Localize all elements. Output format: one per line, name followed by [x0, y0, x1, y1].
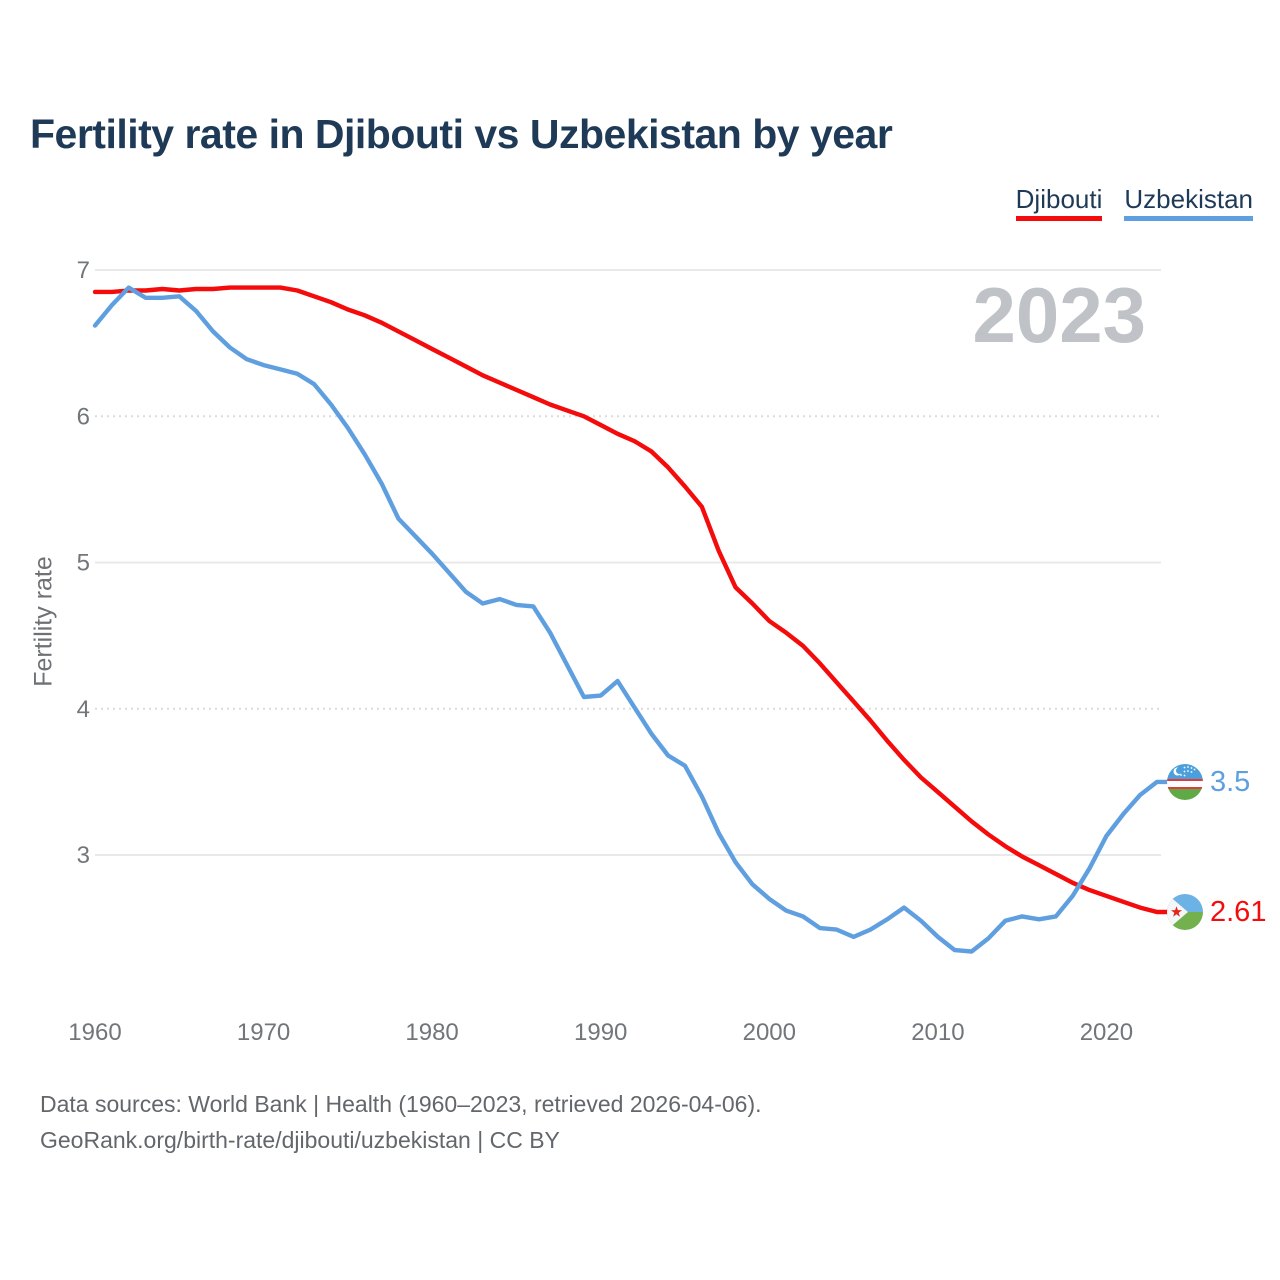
- page-title: Fertility rate in Djibouti vs Uzbekistan…: [30, 111, 893, 157]
- x-tick-label: 1980: [405, 1019, 458, 1046]
- x-tick-label: 2020: [1080, 1019, 1133, 1046]
- series-line-uzbekistan: [92, 285, 1174, 954]
- uzbekistan-end-label: 3.5: [1167, 764, 1250, 800]
- x-tick-label: 1990: [574, 1019, 627, 1046]
- legend-item-uzbekistan[interactable]: Uzbekistan: [1124, 185, 1253, 222]
- legend-item-djibouti[interactable]: Djibouti: [1015, 185, 1103, 222]
- x-tick-label: 2010: [911, 1019, 964, 1046]
- x-tick-label: 1960: [68, 1019, 121, 1046]
- legend: Djibouti Uzbekistan: [1015, 185, 1253, 222]
- y-tick-label: 3: [77, 842, 90, 869]
- djibouti-flag-icon: [1167, 894, 1203, 930]
- uzbekistan-flag-icon: [1167, 764, 1203, 800]
- source-note: Data sources: World Bank | Health (1960–…: [40, 1086, 762, 1158]
- source-line-2: GeoRank.org/birth-rate/djibouti/uzbekist…: [40, 1127, 560, 1153]
- y-tick-label: 6: [77, 403, 90, 430]
- djibouti-end-label: 2.61: [1167, 894, 1266, 930]
- y-tick-label: 5: [77, 550, 90, 577]
- djibouti-end-value: 2.61: [1210, 895, 1267, 928]
- y-tick-label: 4: [77, 696, 90, 723]
- x-tick-label: 2000: [743, 1019, 796, 1046]
- series-line-djibouti: [92, 285, 1174, 915]
- x-tick-label: 1970: [237, 1019, 290, 1046]
- uzbekistan-end-value: 3.5: [1210, 765, 1251, 798]
- year-watermark: 2023: [972, 271, 1146, 359]
- y-axis-title: Fertility rate: [29, 556, 58, 687]
- y-tick-label: 7: [77, 257, 90, 284]
- source-line-1: Data sources: World Bank | Health (1960–…: [40, 1091, 762, 1117]
